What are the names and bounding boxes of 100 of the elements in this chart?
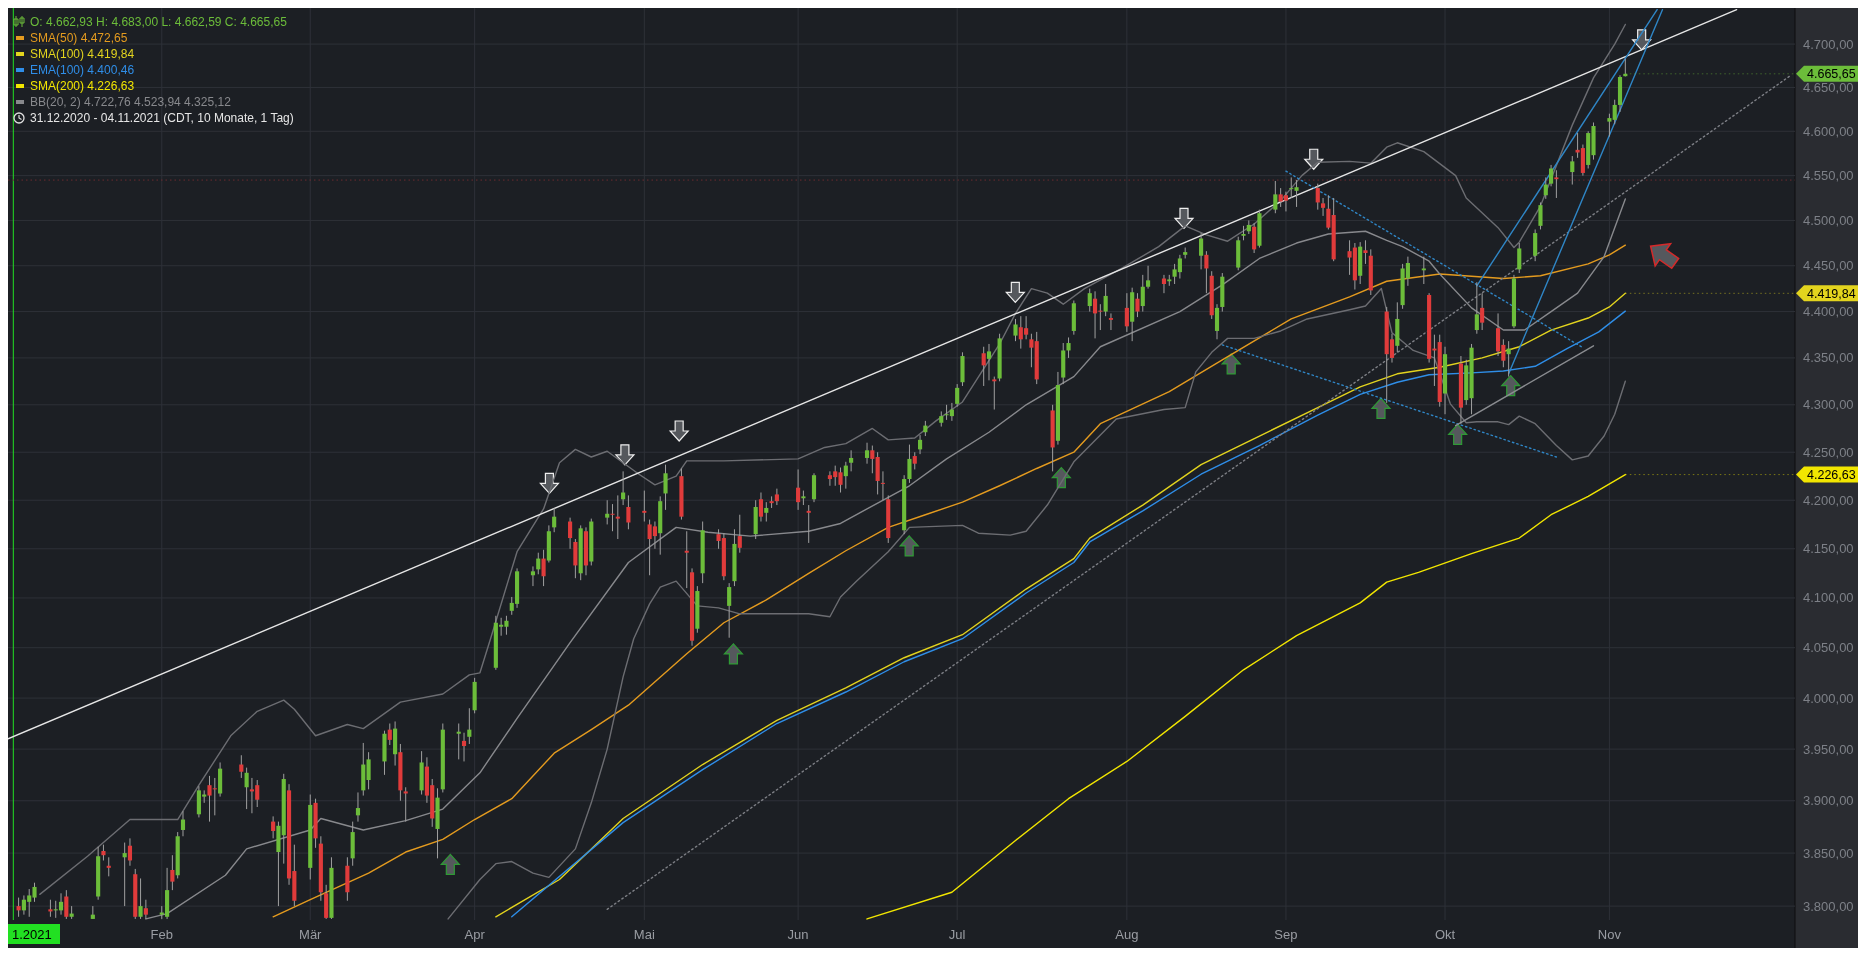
candlestick: [64, 889, 69, 920]
ref-line-label: 1.2021: [12, 927, 52, 942]
legend-label: SMA(100) 4.419,84: [30, 47, 135, 62]
candlestick: [626, 494, 631, 530]
candlestick: [992, 376, 997, 411]
candlestick: [541, 549, 546, 587]
candlestick: [138, 877, 143, 920]
y-tick-label: 4.550,00: [1803, 168, 1854, 184]
annotation: 4.226,63: [1807, 467, 1856, 482]
candlestick: [652, 521, 657, 550]
candlestick: [1517, 242, 1522, 274]
annotation: 4.419,84: [1807, 286, 1856, 301]
candlestick: [568, 517, 573, 550]
y-tick-label: 3.850,00: [1803, 845, 1854, 861]
candlestick: [764, 501, 769, 523]
candlestick: [642, 490, 647, 523]
y-tick-label: 4.450,00: [1803, 258, 1854, 274]
y-tick-label: 4.650,00: [1803, 80, 1854, 95]
candlestick: [806, 504, 811, 544]
candlestick: [663, 464, 668, 511]
candlestick: [573, 538, 578, 579]
y-tick-label: 4.050,00: [1803, 640, 1854, 656]
x-tick-label: Sep: [1274, 927, 1298, 942]
candlestick: [1533, 228, 1538, 262]
y-tick-label: 3.900,00: [1803, 793, 1854, 809]
candlestick: [461, 732, 467, 762]
candlestick: [1549, 164, 1554, 187]
candlestick: [605, 499, 610, 525]
candlestick: [530, 565, 536, 587]
x-tick-label: Jul: [948, 927, 966, 942]
candlestick: [880, 470, 886, 501]
candlestick: [1177, 254, 1182, 280]
candlestick: [180, 810, 186, 837]
candlestick: [1092, 290, 1098, 339]
candlestick: [684, 530, 689, 589]
candlestick: [907, 444, 912, 484]
x-tick-label: Jun: [787, 927, 809, 942]
legend-label: SMA(200) 4.226,63: [30, 79, 135, 94]
candlestick: [981, 346, 986, 387]
x-tick-label: Nov: [1597, 927, 1622, 942]
candlestick: [366, 751, 371, 790]
x-tick-label: Mär: [299, 927, 323, 942]
candlestick: [1087, 288, 1092, 313]
candlestick: [1146, 265, 1151, 290]
y-tick-label: 4.400,00: [1803, 304, 1854, 320]
annotation: 4.665,65: [1807, 67, 1856, 82]
y-tick-label: 4.600,00: [1803, 123, 1854, 139]
y-tick-label: 4.150,00: [1803, 541, 1854, 557]
candlestick: [917, 434, 923, 455]
y-tick-label: 3.950,00: [1803, 741, 1854, 757]
x-tick-label: Mai: [633, 927, 655, 942]
candlestick: [456, 723, 461, 760]
candlestick: [127, 837, 133, 867]
candlestick: [552, 507, 557, 533]
candlestick: [864, 442, 870, 465]
candlestick: [1029, 333, 1034, 368]
candlestick: [1199, 232, 1204, 270]
candlestick: [122, 842, 127, 907]
y-tick-label: 4.100,00: [1803, 590, 1854, 606]
legend-label: EMA(100) 4.400,46: [30, 63, 135, 78]
candlestick: [1315, 183, 1320, 211]
legend-label: SMA(50) 4.472,65: [30, 31, 128, 46]
legend-label: BB(20, 2) 4.722,76 4.523,94 4.325,12: [30, 95, 232, 110]
candlestick: [1066, 336, 1071, 359]
candlestick: [1252, 222, 1257, 254]
y-tick-label: 4.350,00: [1803, 350, 1854, 366]
candlestick: [774, 488, 779, 506]
candlestick: [875, 451, 880, 495]
y-tick-label: 4.700,00: [1803, 36, 1854, 52]
candlestick: [1103, 283, 1108, 317]
candlestick: [1013, 318, 1018, 342]
candlestick: [387, 723, 392, 746]
annotation: 31.12.2020 - 04.11.2021 (CDT, 10 Monate, 1 Tag): [30, 111, 294, 126]
candlestick: [1140, 274, 1145, 313]
candlestick: [1543, 176, 1548, 200]
candlestick: [239, 754, 244, 779]
y-tick-label: 4.000,00: [1803, 690, 1854, 706]
candlestick: [727, 582, 732, 639]
candlestick: [1214, 303, 1220, 340]
candlestick: [1495, 312, 1501, 357]
candlestick: [1421, 256, 1426, 285]
candlestick: [1135, 292, 1140, 318]
candlestick: [271, 815, 276, 839]
candlestick: [1474, 281, 1479, 335]
candlestick: [1124, 292, 1129, 333]
candlestick: [467, 707, 472, 745]
candlestick: [758, 492, 764, 523]
candlestick: [986, 343, 992, 381]
candlestick: [843, 461, 848, 490]
x-tick-label: Feb: [150, 927, 173, 942]
candlestick: [143, 899, 148, 920]
candlestick: [1607, 113, 1612, 138]
candlestick: [610, 503, 615, 532]
candlestick: [737, 514, 742, 554]
x-tick-label: Apr: [464, 927, 486, 942]
y-tick-label: 4.200,00: [1803, 492, 1854, 508]
candlestick: [1204, 250, 1209, 294]
candlestick: [870, 445, 875, 474]
candlestick: [1108, 312, 1114, 331]
candlestick: [1363, 239, 1368, 265]
